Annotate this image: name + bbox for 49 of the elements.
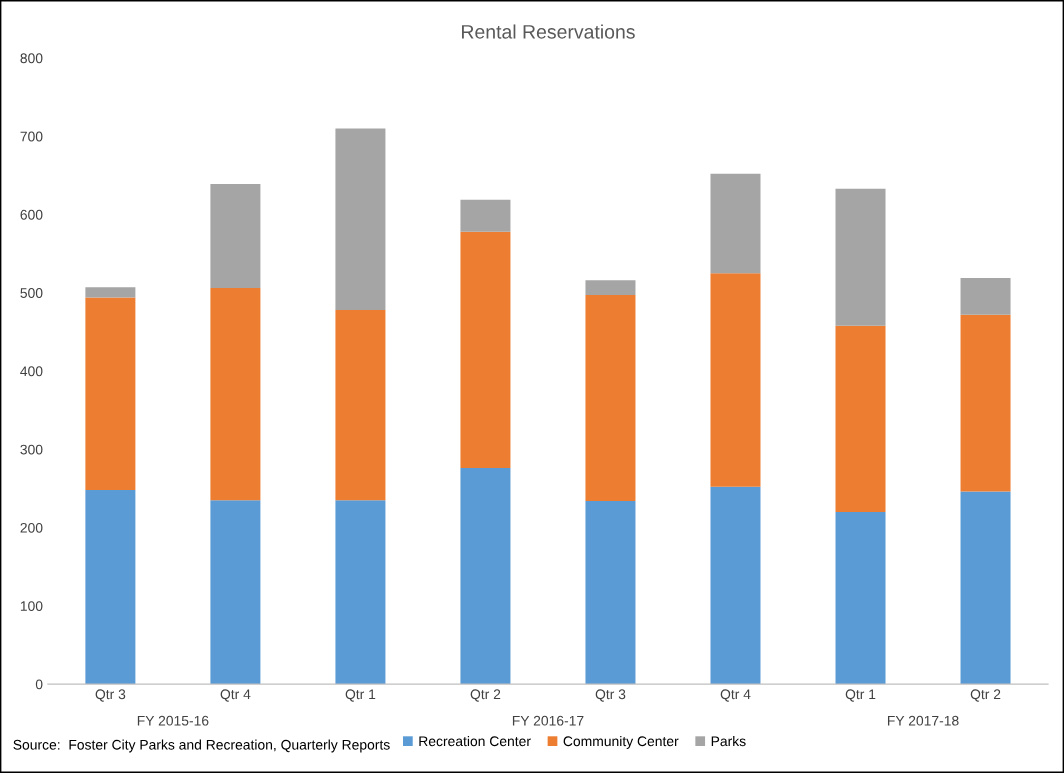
bar [585, 280, 636, 296]
bar [835, 325, 886, 512]
legend-label: Recreation Center [419, 735, 531, 747]
bar [835, 188, 886, 326]
y-tick-label: 800 [20, 53, 43, 64]
bar [710, 273, 761, 487]
source-note: Source: Foster City Parks and Recreation, Quarterly Reports [13, 739, 390, 753]
y-tick-label: 300 [20, 444, 43, 455]
x-tick-label: Qtr 3 [595, 689, 626, 702]
text: FY 2016-17 [512, 715, 584, 726]
x-tick-label: Qtr 4 [220, 689, 251, 702]
text: FY 2015-16 [137, 715, 209, 726]
y-tick-label: 700 [20, 131, 43, 142]
x-tick-label: Qtr 2 [970, 689, 1001, 702]
bar [460, 199, 511, 232]
bar [460, 468, 511, 685]
text: FY 2017-18 [888, 715, 959, 726]
bar [710, 173, 761, 274]
bar [335, 128, 386, 310]
y-tick-label: 0 [35, 679, 43, 690]
bar [335, 500, 386, 685]
bar [710, 486, 761, 685]
bar [960, 491, 1011, 685]
bar [960, 277, 1011, 315]
bar [335, 309, 386, 501]
bar [460, 231, 511, 469]
bar [960, 314, 1011, 492]
x-tick-label: Qtr 2 [470, 689, 501, 702]
bar [210, 183, 261, 289]
bar [585, 295, 636, 501]
y-tick-label: 400 [20, 366, 43, 377]
bar [210, 500, 261, 685]
bar [85, 297, 136, 490]
bar [85, 490, 136, 685]
bar [210, 288, 261, 501]
x-tick-label: Qtr 1 [845, 689, 876, 702]
x-tick-label: Qtr 3 [95, 689, 126, 702]
y-tick-label: 500 [20, 288, 43, 298]
chart-title: Rental Reservations [462, 24, 635, 39]
x-tick-label: Qtr 4 [720, 689, 751, 702]
y-tick-label: 100 [20, 601, 43, 612]
bar [85, 287, 136, 298]
y-tick-label: 600 [20, 209, 43, 220]
legend-label: Community Center [563, 735, 679, 749]
bar [585, 500, 636, 685]
x-tick-label: Qtr 1 [345, 689, 376, 702]
legend-label: Parks [711, 735, 746, 747]
bar [835, 511, 886, 685]
y-tick-label: 200 [20, 522, 43, 533]
